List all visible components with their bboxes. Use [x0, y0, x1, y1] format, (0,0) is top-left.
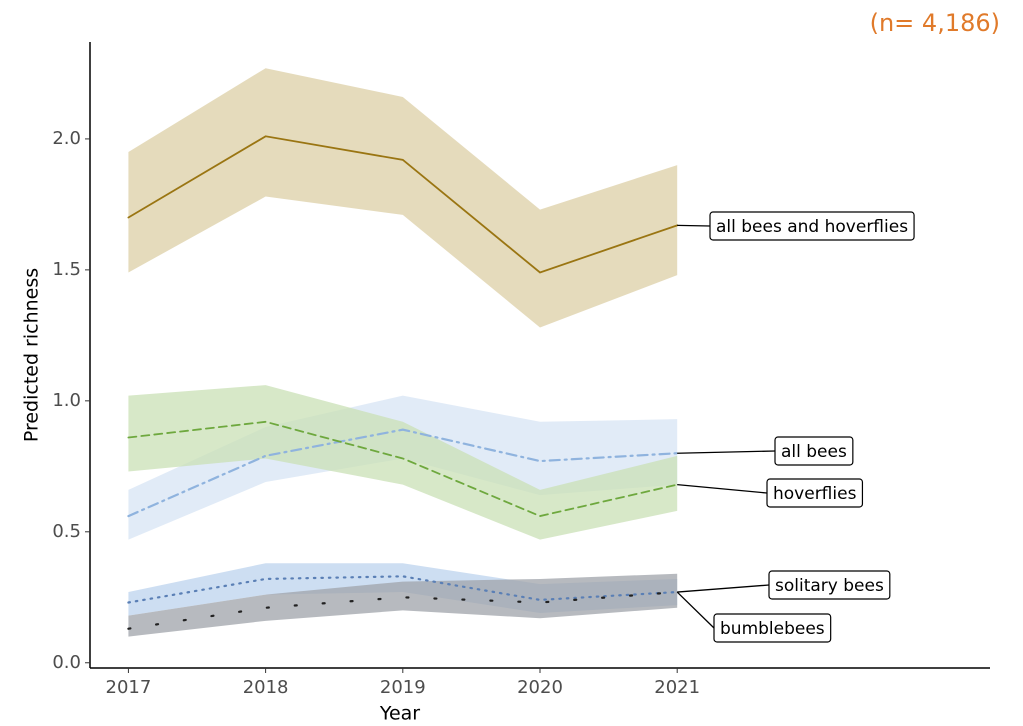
x-axis-title: Year	[379, 703, 420, 725]
y-tick-label: 2.0	[52, 128, 81, 149]
legend-label: bumblebees	[720, 619, 825, 639]
y-tick-label: 1.5	[52, 259, 81, 280]
series-line	[127, 428, 679, 518]
legend-label: hoverflies	[773, 484, 857, 504]
label-box	[768, 570, 891, 600]
series-line	[127, 135, 679, 274]
annotation: (n= 4,186)	[870, 9, 1000, 37]
leader-line	[676, 591, 715, 629]
leader-line	[677, 484, 768, 494]
label-box	[766, 478, 864, 508]
lines	[127, 135, 679, 630]
x-tick-label: 2017	[106, 677, 152, 698]
confidence-band	[128, 385, 678, 540]
axes: 0.0 0.5 1.0 1.5 2.0 2017 2018 2019 2020 2021	[52, 42, 990, 698]
label-box	[713, 613, 832, 643]
leader-line	[677, 584, 770, 593]
x-tick-label: 2018	[243, 677, 289, 698]
labels: all bees and hoverflies all bees hoverflie…	[676, 211, 915, 643]
y-tick-label: 0.5	[52, 521, 81, 542]
series-line	[127, 575, 679, 604]
label-box	[774, 436, 854, 466]
y-tick-label: 1.0	[52, 390, 81, 411]
x-tick-label: 2019	[380, 677, 426, 698]
leader-line	[677, 450, 776, 454]
legend-label: all bees	[781, 442, 847, 462]
leader-line	[677, 224, 711, 227]
bands	[128, 68, 678, 637]
label-box	[709, 211, 915, 241]
legend-label: all bees and hoverflies	[716, 217, 908, 237]
x-tick-label: 2021	[654, 677, 700, 698]
confidence-band	[128, 68, 678, 328]
x-tick-label: 2020	[517, 677, 563, 698]
series-line	[127, 420, 679, 518]
y-tick-label: 0.0	[52, 652, 81, 673]
y-axis-title: Predicted richness	[21, 268, 43, 442]
legend-label: solitary bees	[775, 576, 884, 596]
confidence-band	[128, 573, 678, 637]
